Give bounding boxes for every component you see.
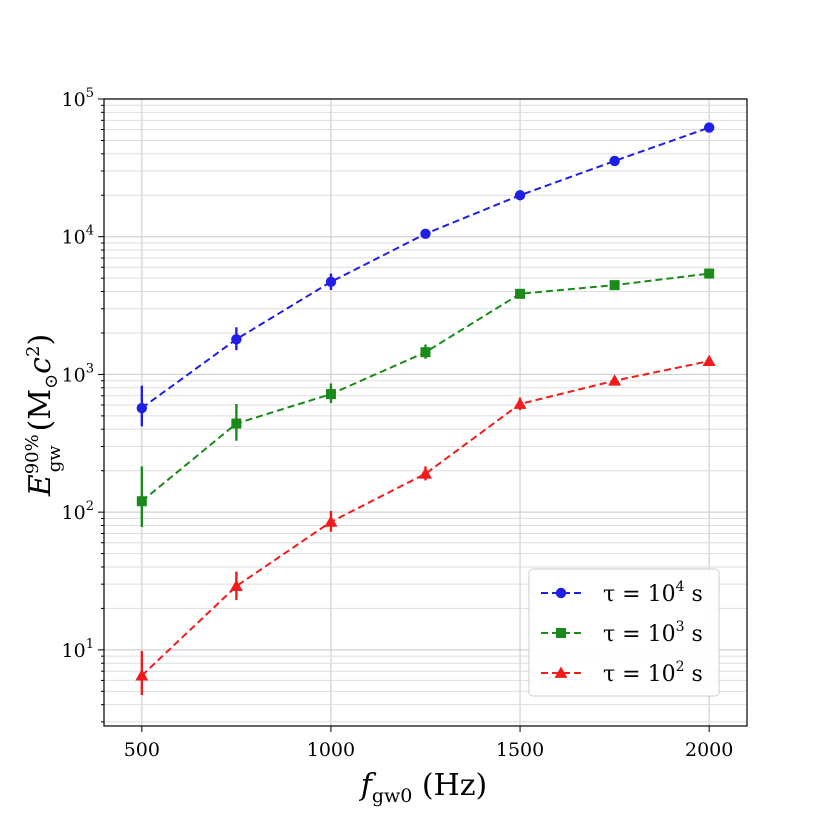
legend-label-unit: s <box>685 582 703 607</box>
legend-label: τ = 103 s <box>603 619 703 647</box>
y-tick-label: 102 <box>62 499 94 524</box>
data-point <box>609 155 620 167</box>
y-axis-label-sub: gw <box>44 445 65 473</box>
plot-frame <box>103 98 748 727</box>
legend: τ = 104 sτ = 103 sτ = 102 s <box>528 568 720 697</box>
y-tick-label: 105 <box>62 86 94 111</box>
y-tick-label: 103 <box>62 361 94 386</box>
y-axis-label-sup: 90% <box>22 434 43 474</box>
data-point <box>514 190 526 201</box>
x-tick-label: 2000 <box>685 739 733 761</box>
data-point <box>702 354 716 366</box>
data-point <box>231 334 242 345</box>
series-3 <box>135 354 716 696</box>
y-axis-label-unit-sup: 2 <box>23 346 44 357</box>
legend-marker <box>556 628 566 638</box>
legend-label-main: τ = 10 <box>603 662 676 687</box>
data-point <box>135 669 149 681</box>
y-tick-base: 10 <box>62 89 86 111</box>
data-point <box>231 418 242 429</box>
y-tick-exp: 4 <box>86 224 94 239</box>
x-tick-label: 500 <box>124 739 160 761</box>
x-axis-label-sub: gw0 <box>372 785 413 807</box>
y-tick-exp: 5 <box>86 86 94 101</box>
y-tick-exp: 2 <box>86 499 94 514</box>
y-tick-exp: 1 <box>86 637 94 652</box>
y-tick-base: 10 <box>62 227 86 249</box>
data-point <box>229 579 243 592</box>
data-point <box>513 397 527 409</box>
y-axis-label-unit-c: c <box>23 357 58 374</box>
y-axis-label-unit-close: ) <box>23 334 58 346</box>
y-tick-base: 10 <box>62 502 86 524</box>
series-2 <box>136 268 715 528</box>
data-point <box>136 496 147 507</box>
y-tick-base: 10 <box>62 364 86 386</box>
legend-label-main: τ = 10 <box>603 582 676 607</box>
legend-marker <box>554 666 568 678</box>
x-tick-label: 1500 <box>496 739 544 761</box>
data-point <box>324 515 338 527</box>
data-point <box>703 122 715 133</box>
legend-box <box>528 568 720 697</box>
x-tick-label: 1000 <box>307 739 355 761</box>
y-tick-exp: 3 <box>86 361 94 376</box>
legend-label-exp: 2 <box>676 659 685 675</box>
data-point <box>704 268 715 279</box>
y-axis-label-main: E <box>23 474 58 497</box>
y-tick-label: 104 <box>62 224 94 249</box>
data-point <box>420 347 431 358</box>
data-point <box>325 276 337 288</box>
y-tick-base: 10 <box>62 640 86 662</box>
series-layer <box>135 122 716 696</box>
legend-label-exp: 4 <box>676 579 685 595</box>
data-point <box>136 402 148 414</box>
y-axis-label-unit-sub: ⊙ <box>41 374 62 389</box>
legend-marker <box>555 587 567 599</box>
series-line <box>141 126 710 409</box>
data-point <box>608 374 622 386</box>
legend-label-main: τ = 10 <box>603 622 676 647</box>
data-point <box>420 228 431 239</box>
legend-label-unit: s <box>685 622 703 647</box>
y-tick-label: 101 <box>62 637 94 662</box>
data-point <box>419 467 432 479</box>
x-axis-label: fgw0 (Hz) <box>359 768 488 807</box>
legend-label: τ = 104 s <box>603 579 703 607</box>
data-point <box>515 288 526 299</box>
y-axis-label: E90%gw (M⊙c2) <box>22 334 65 497</box>
y-axis-label-unit-open: (M <box>23 389 58 431</box>
x-axis-label-unit: (Hz) <box>412 768 487 803</box>
legend-label-exp: 3 <box>676 619 685 635</box>
data-point <box>325 389 336 400</box>
data-point <box>609 280 620 291</box>
series-1 <box>136 122 715 427</box>
legend-label: τ = 102 s <box>603 659 703 687</box>
legend-label-unit: s <box>685 662 703 687</box>
